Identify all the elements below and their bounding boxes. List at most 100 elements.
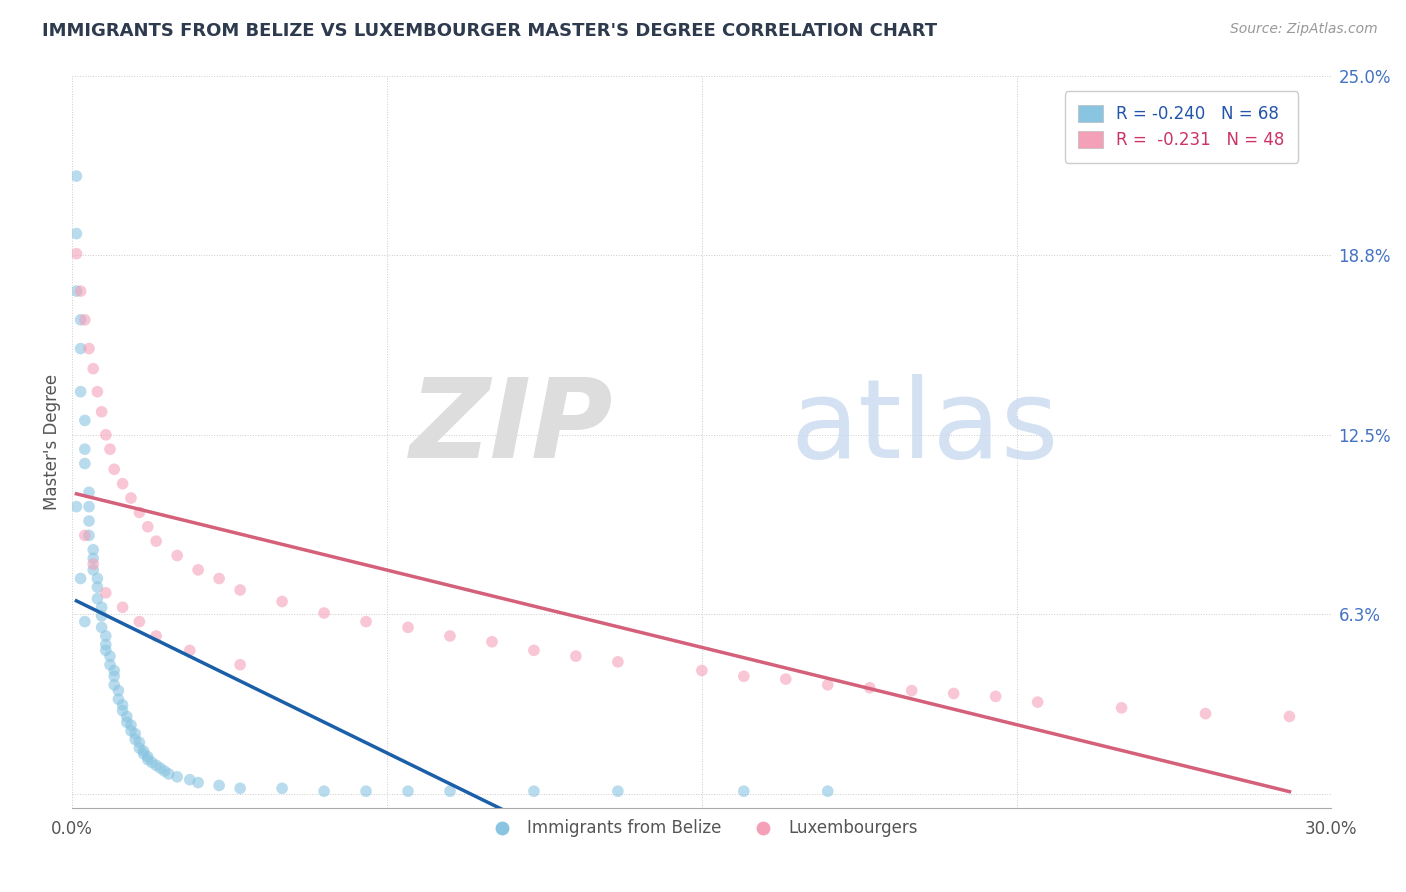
Point xyxy=(208,779,231,793)
Point xyxy=(120,491,142,505)
Point xyxy=(107,692,129,706)
Point xyxy=(90,600,112,615)
Point xyxy=(82,542,104,557)
Point xyxy=(229,582,252,597)
Point xyxy=(98,657,121,672)
Point xyxy=(77,342,100,356)
Point xyxy=(115,715,138,730)
Point xyxy=(775,672,797,686)
Point xyxy=(124,727,146,741)
Point xyxy=(90,405,112,419)
Y-axis label: Master's Degree: Master's Degree xyxy=(44,374,60,510)
Point xyxy=(77,514,100,528)
Point xyxy=(149,761,172,775)
Point xyxy=(115,709,138,723)
Point xyxy=(128,505,150,519)
Point xyxy=(120,718,142,732)
Text: Source: ZipAtlas.com: Source: ZipAtlas.com xyxy=(1230,22,1378,37)
Point xyxy=(136,749,159,764)
Point xyxy=(523,784,546,798)
Point xyxy=(65,227,87,241)
Point xyxy=(98,649,121,664)
Point xyxy=(900,683,922,698)
Point xyxy=(69,342,91,356)
Point xyxy=(145,758,167,772)
Point xyxy=(69,572,91,586)
Point xyxy=(94,427,117,442)
Point xyxy=(90,608,112,623)
Point xyxy=(111,704,134,718)
Point xyxy=(132,747,155,761)
Point xyxy=(136,753,159,767)
Point xyxy=(271,781,294,796)
Point xyxy=(103,678,125,692)
Point xyxy=(145,629,167,643)
Point xyxy=(396,620,419,634)
Point xyxy=(86,384,108,399)
Point xyxy=(690,664,713,678)
Point xyxy=(153,764,176,778)
Point xyxy=(65,246,87,260)
Point xyxy=(103,664,125,678)
Point xyxy=(86,580,108,594)
Point xyxy=(733,784,755,798)
Point xyxy=(396,784,419,798)
Point xyxy=(271,594,294,608)
Point xyxy=(98,442,121,457)
Point xyxy=(65,500,87,514)
Point xyxy=(136,520,159,534)
Point xyxy=(94,638,117,652)
Point xyxy=(128,615,150,629)
Point xyxy=(86,572,108,586)
Point xyxy=(73,413,96,427)
Point xyxy=(90,620,112,634)
Point xyxy=(120,723,142,738)
Point xyxy=(229,781,252,796)
Point xyxy=(208,572,231,586)
Point xyxy=(82,563,104,577)
Point xyxy=(107,683,129,698)
Point xyxy=(606,655,628,669)
Point xyxy=(942,686,965,700)
Point xyxy=(111,698,134,712)
Point xyxy=(65,284,87,298)
Point xyxy=(82,361,104,376)
Point xyxy=(1111,701,1133,715)
Point xyxy=(145,534,167,549)
Point xyxy=(124,732,146,747)
Point xyxy=(132,744,155,758)
Point xyxy=(565,649,588,664)
Point xyxy=(141,756,163,770)
Point xyxy=(128,741,150,756)
Point xyxy=(1194,706,1216,721)
Point xyxy=(73,528,96,542)
Point xyxy=(312,606,335,620)
Point xyxy=(229,657,252,672)
Point xyxy=(354,784,377,798)
Point xyxy=(73,313,96,327)
Point xyxy=(77,528,100,542)
Point xyxy=(73,442,96,457)
Point xyxy=(82,557,104,571)
Point xyxy=(77,485,100,500)
Point xyxy=(111,600,134,615)
Point xyxy=(86,591,108,606)
Point xyxy=(187,563,209,577)
Point xyxy=(69,384,91,399)
Point xyxy=(77,500,100,514)
Point xyxy=(179,772,201,787)
Point xyxy=(94,629,117,643)
Point xyxy=(166,549,188,563)
Point xyxy=(439,629,461,643)
Point xyxy=(984,690,1007,704)
Point xyxy=(733,669,755,683)
Point xyxy=(606,784,628,798)
Point xyxy=(439,784,461,798)
Point xyxy=(111,476,134,491)
Point xyxy=(187,775,209,789)
Point xyxy=(73,615,96,629)
Point xyxy=(94,643,117,657)
Point xyxy=(65,169,87,183)
Point xyxy=(69,313,91,327)
Point xyxy=(312,784,335,798)
